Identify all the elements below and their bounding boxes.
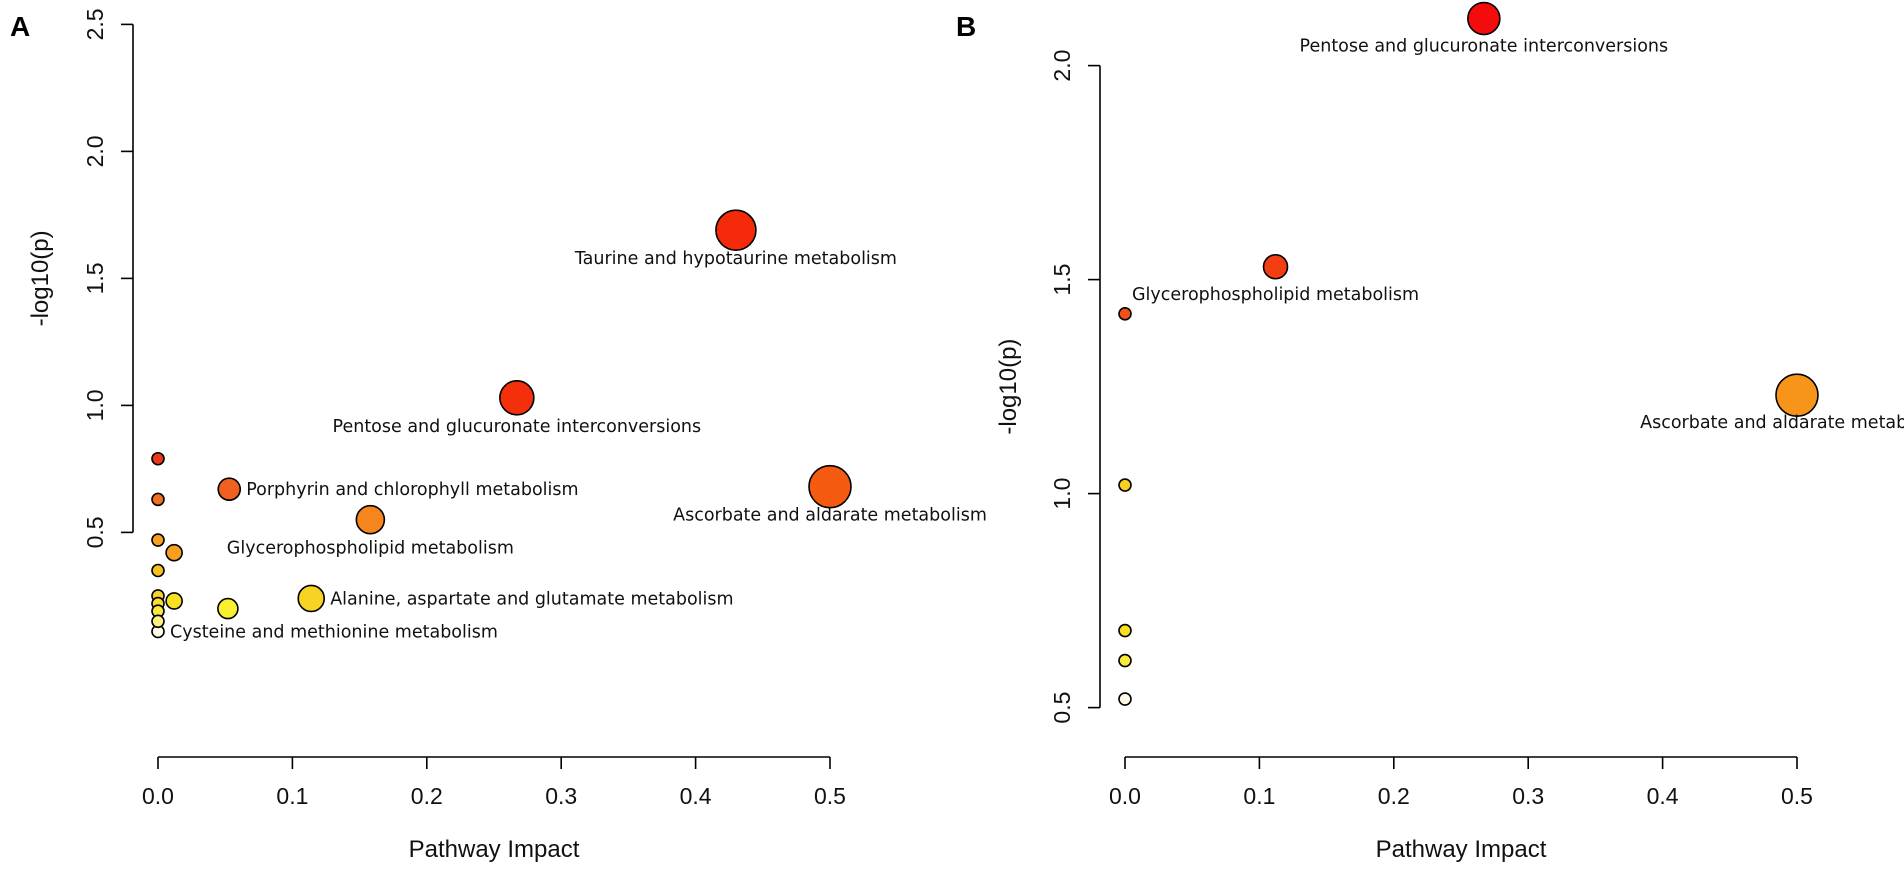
- data-point: [1118, 478, 1132, 492]
- data-point: [1118, 623, 1132, 638]
- data-point: [217, 597, 239, 620]
- x-tick-label: 0.4: [680, 783, 712, 809]
- y-tick-label: 1.0: [82, 389, 108, 421]
- data-point: [217, 477, 242, 502]
- data-point: [499, 379, 535, 416]
- x-tick-label: 0.1: [276, 783, 308, 809]
- point-label: Porphyrin and chlorophyll metabolism: [246, 480, 578, 500]
- data-point: [165, 592, 183, 610]
- y-tick-label: 1.5: [1049, 264, 1075, 296]
- x-tick-label: 0.3: [1512, 783, 1544, 809]
- data-point: [151, 451, 165, 466]
- data-point: [151, 563, 165, 578]
- x-tick-label: 0.0: [142, 783, 174, 809]
- x-tick-label: 0.2: [411, 783, 443, 809]
- y-tick-label: 2.0: [1049, 50, 1075, 82]
- data-point: [355, 504, 386, 535]
- data-point: [1262, 253, 1289, 280]
- y-tick-label: 1.5: [82, 262, 108, 294]
- data-point: [1467, 1, 1501, 36]
- y-tick-label: 0.5: [82, 516, 108, 548]
- point-label: Ascorbate and aldarate metabolism: [673, 506, 987, 526]
- data-point: [165, 543, 183, 562]
- x-tick-label: 0.2: [1378, 783, 1410, 809]
- panel-a: A 0.0 0.1 0.2 0.3 0.4 0.5 0.5 1.0 1.5 2.0 2.5 Pathw…: [10, 8, 987, 863]
- data-point: [1118, 692, 1132, 706]
- data-point: [1775, 373, 1819, 417]
- point-label: Glycerophospholipid metabolism: [1132, 285, 1419, 305]
- point-label: Glycerophospholipid metabolism: [227, 539, 514, 559]
- point-label: Pentose and glucuronate interconversions: [333, 417, 702, 437]
- y-tick-label: 0.5: [1049, 692, 1075, 724]
- panel-b: B 0.0 0.1 0.2 0.3 0.4 0.5 0.5 1.0 1.5 2.0 Pathway …: [956, 1, 1904, 863]
- x-tick-label: 0.0: [1109, 783, 1141, 809]
- y-tick-label: 2.0: [82, 135, 108, 167]
- x-tick-label: 0.3: [545, 783, 577, 809]
- point-label: Cysteine and methionine metabolism: [170, 622, 498, 642]
- x-tick-label: 0.5: [1781, 783, 1813, 809]
- x-axis-title: Pathway Impact: [1376, 836, 1547, 863]
- panel-b-label: B: [956, 11, 976, 42]
- data-point: [151, 614, 165, 629]
- data-point: [715, 209, 757, 251]
- point-label: Pentose and glucuronate interconversions: [1300, 37, 1669, 57]
- y-tick-label: 1.0: [1049, 478, 1075, 510]
- y-axis-title: -log10(p): [27, 230, 54, 326]
- data-point: [1118, 307, 1132, 321]
- x-tick-label: 0.1: [1243, 783, 1275, 809]
- point-label: Ascorbate and aldarate metabolism: [1640, 413, 1904, 433]
- data-point: [808, 464, 852, 509]
- data-point: [297, 584, 326, 613]
- data-point: [151, 492, 165, 507]
- point-label: Taurine and hypotaurine metabolism: [574, 249, 897, 269]
- panel-a-label: A: [10, 11, 30, 42]
- x-tick-label: 0.4: [1647, 783, 1679, 809]
- y-axis-title: -log10(p): [995, 339, 1022, 435]
- data-point: [1118, 653, 1132, 668]
- y-tick-label: 2.5: [82, 8, 108, 40]
- data-point: [151, 533, 165, 547]
- x-tick-label: 0.5: [814, 783, 846, 809]
- x-axis-title: Pathway Impact: [409, 836, 580, 863]
- point-label: Alanine, aspartate and glutamate metabol…: [330, 589, 733, 609]
